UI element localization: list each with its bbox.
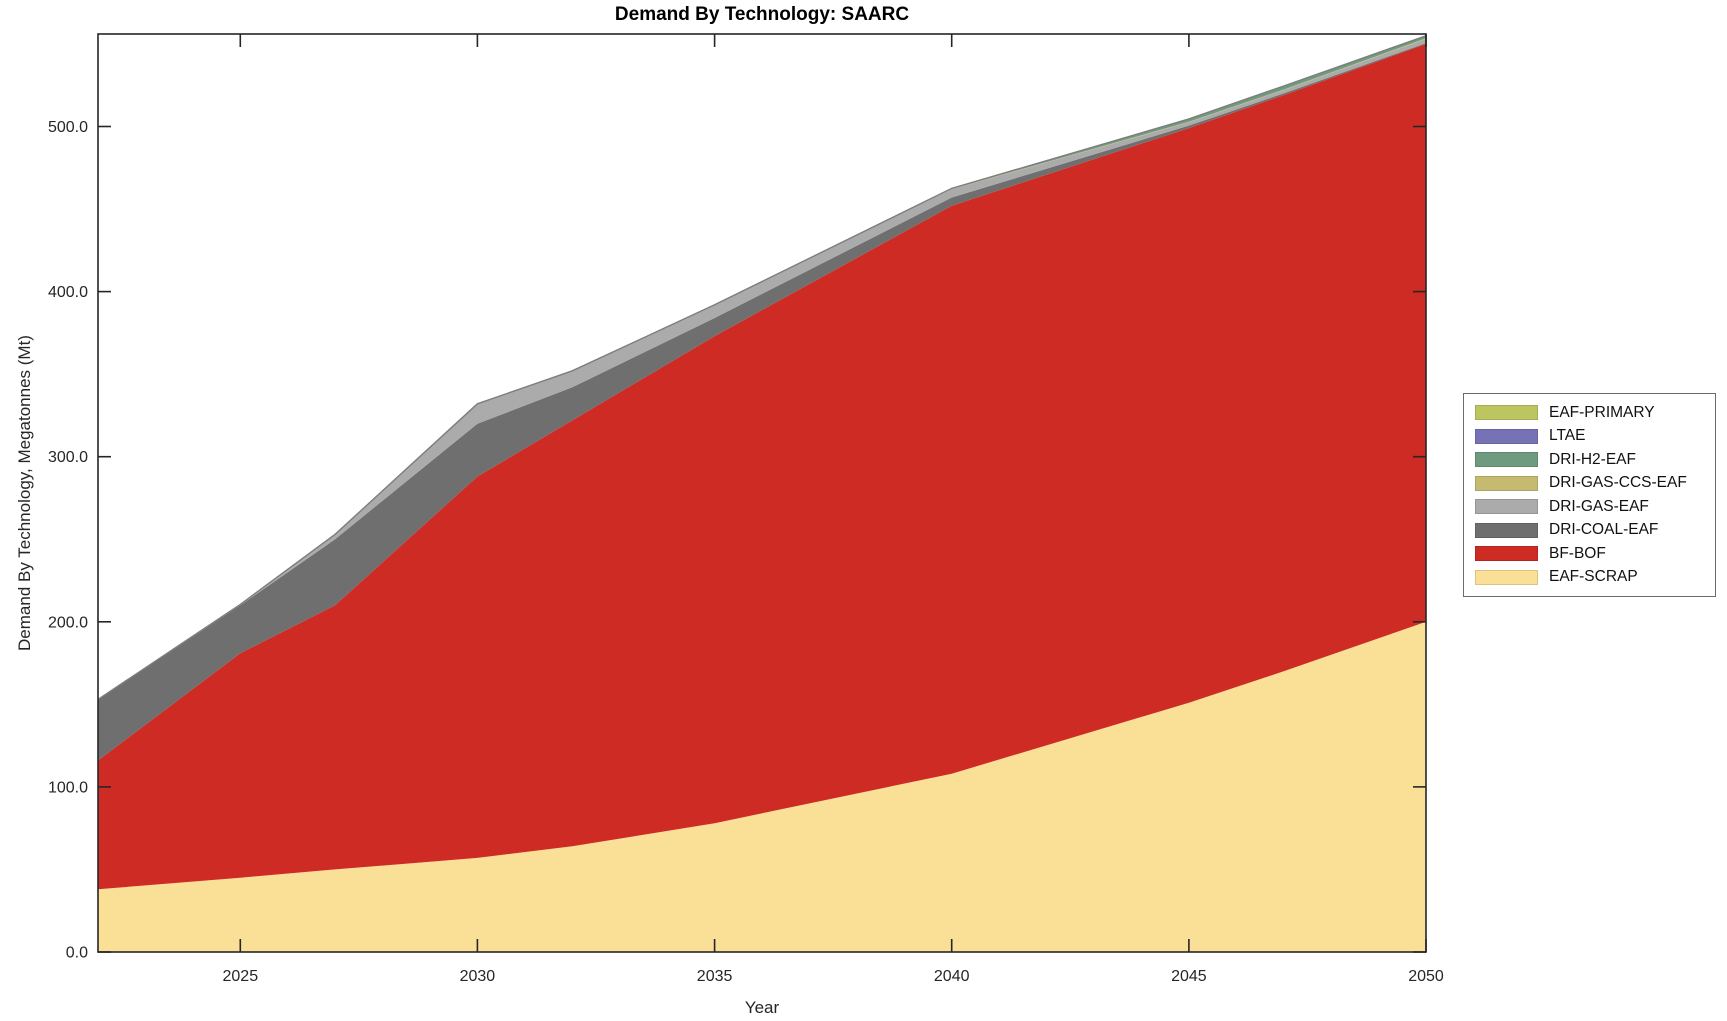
x-tick-label: 2050: [1408, 968, 1444, 985]
legend: EAF-PRIMARY LTAE DRI-H2-EAF DRI-GAS-CCS-EAF…: [1463, 393, 1716, 597]
legend-label: EAF-SCRAP: [1549, 568, 1638, 586]
legend-item-dri-gas-ccs-eaf: DRI-GAS-CCS-EAF: [1475, 472, 1705, 496]
legend-swatch-eaf-scrap: [1475, 569, 1538, 585]
x-axis-label: Year: [744, 998, 780, 1017]
legend-swatch-dri-gas-ccs-eaf: [1475, 475, 1538, 491]
y-tick-label: 400.0: [48, 284, 88, 301]
y-tick-label: 100.0: [48, 779, 88, 796]
legend-label: DRI-COAL-EAF: [1549, 521, 1659, 539]
legend-label: DRI-H2-EAF: [1549, 450, 1636, 468]
area-eaf-scrap: [98, 621, 1426, 952]
legend-swatch-bf-bof: [1475, 546, 1538, 562]
legend-swatch-dri-coal-eaf: [1475, 522, 1538, 538]
area-bf-bof: [98, 43, 1426, 890]
x-tick-label: 2030: [460, 968, 496, 985]
legend-item-bf-bof: BF-BOF: [1475, 542, 1705, 566]
legend-swatch-eaf-primary: [1475, 405, 1538, 421]
legend-item-ltae: LTAE: [1475, 425, 1705, 449]
plot-frame: [97, 33, 1427, 953]
legend-item-eaf-primary: EAF-PRIMARY: [1475, 401, 1705, 425]
legend-item-dri-gas-eaf: DRI-GAS-EAF: [1475, 495, 1705, 519]
legend-item-dri-h2-eaf: DRI-H2-EAF: [1475, 448, 1705, 472]
x-tick-label: 2035: [697, 968, 733, 985]
legend-label: BF-BOF: [1549, 544, 1606, 562]
x-tick-label: 2045: [1171, 968, 1207, 985]
legend-item-dri-coal-eaf: DRI-COAL-EAF: [1475, 519, 1705, 543]
stack-top-edge: [97, 35, 1427, 700]
y-tick-label: 200.0: [48, 614, 88, 631]
legend-label: DRI-GAS-EAF: [1549, 497, 1649, 515]
legend-label: LTAE: [1549, 427, 1586, 445]
legend-swatch-dri-h2-eaf: [1475, 452, 1538, 468]
legend-swatch-ltae: [1475, 428, 1538, 444]
chart-title: Demand By Technology: SAARC: [614, 4, 910, 25]
legend-item-eaf-scrap: EAF-SCRAP: [1475, 566, 1705, 590]
x-tick-label: 2040: [934, 968, 970, 985]
x-tick-label: 2025: [223, 968, 259, 985]
legend-label: DRI-GAS-CCS-EAF: [1549, 474, 1687, 492]
y-axis-label: Demand By Technology, Megatonnes (Mt): [15, 335, 34, 651]
legend-label: EAF-PRIMARY: [1549, 403, 1655, 421]
y-tick-label: 300.0: [48, 449, 88, 466]
y-tick-label: 0.0: [66, 945, 88, 962]
y-tick-label: 500.0: [48, 119, 88, 136]
legend-swatch-dri-gas-eaf: [1475, 499, 1538, 515]
